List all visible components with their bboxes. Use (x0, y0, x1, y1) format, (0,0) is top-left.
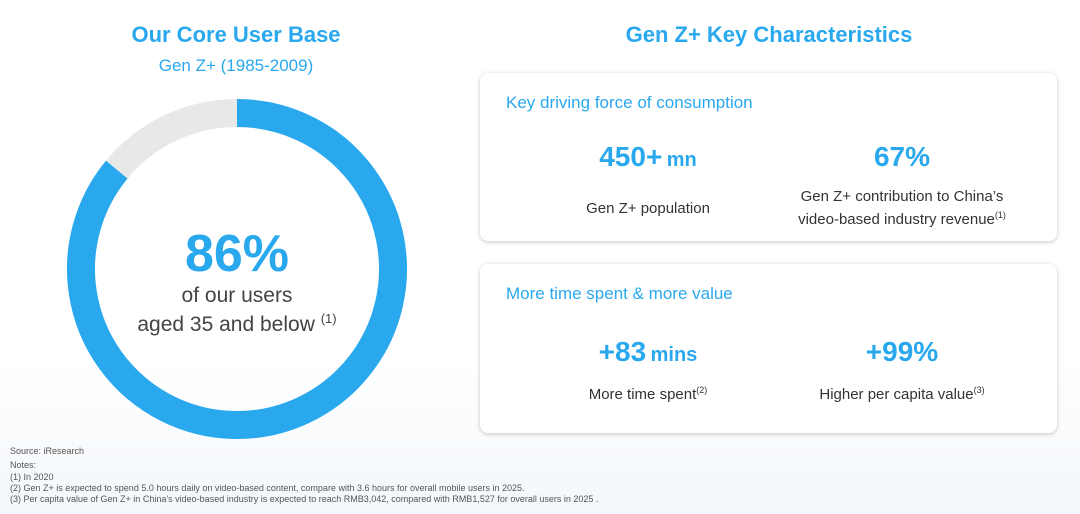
revenue-label-line2: video-based industry revenue(1) (772, 206, 1032, 229)
donut-slice-aged-35-and-below (67, 99, 407, 439)
left-subtitle: Gen Z+ (1985-2009) (158, 56, 314, 75)
population-label: Gen Z+ population (586, 200, 710, 217)
time-spent-note-marker: (2) (696, 385, 708, 395)
per-capita-value: +99% (782, 336, 1022, 368)
center-caption-text: aged 35 and below (137, 313, 315, 336)
revenue-contribution-number: 67% (873, 141, 931, 172)
time-spent-unit: mins (650, 344, 698, 366)
donut-slice-other (106, 99, 238, 179)
center-caption-line1: of our users (181, 284, 293, 307)
card-consumption: Key driving force of consumption 450+ mn… (480, 73, 1057, 241)
card1-title: Key driving force of consumption (506, 93, 753, 112)
revenue-contribution-label: Gen Z+ contribution to China’s video-bas… (772, 187, 1032, 229)
revenue-label-text: video-based industry revenue (798, 211, 995, 228)
population-number: 450+ (599, 141, 663, 172)
revenue-label-line1: Gen Z+ contribution to China’s (800, 188, 1004, 205)
center-caption-line2: aged 35 and below (1) (62, 311, 412, 337)
card2-title: More time spent & more value (506, 284, 733, 303)
revenue-contribution-value: 67% (782, 141, 1022, 173)
footer-notes-label: Notes: (10, 460, 37, 470)
per-capita-label: Higher per capita value(3) (772, 381, 1032, 404)
per-capita-number: +99% (865, 336, 939, 367)
population-unit: mn (666, 149, 697, 171)
center-percentage: 86% (184, 225, 290, 283)
time-spent-number: +83 (598, 336, 647, 367)
footer-note-3: (3) Per capita value of Gen Z+ in China’… (10, 494, 599, 504)
time-spent-value: +83 mins (528, 336, 768, 368)
card-time-value: More time spent & more value +83 mins Mo… (480, 264, 1057, 433)
time-spent-label-text: More time spent (588, 386, 697, 403)
per-capita-label-text: Higher per capita value (819, 386, 974, 403)
donut-chart (67, 99, 407, 439)
right-title: Gen Z+ Key Characteristics (625, 22, 913, 47)
per-capita-note-marker: (3) (973, 385, 985, 395)
population-value: 450+ mn (528, 141, 768, 173)
footer-note-2: (2) Gen Z+ is expected to spend 5.0 hour… (10, 483, 525, 493)
footer-source: Source: iResearch (10, 446, 85, 456)
left-title: Our Core User Base (131, 22, 341, 47)
time-spent-label: More time spent(2) (518, 381, 778, 404)
center-note-marker: (1) (320, 311, 337, 326)
footer-note-1: (1) In 2020 (10, 472, 54, 482)
revenue-note-marker: (1) (994, 210, 1006, 220)
